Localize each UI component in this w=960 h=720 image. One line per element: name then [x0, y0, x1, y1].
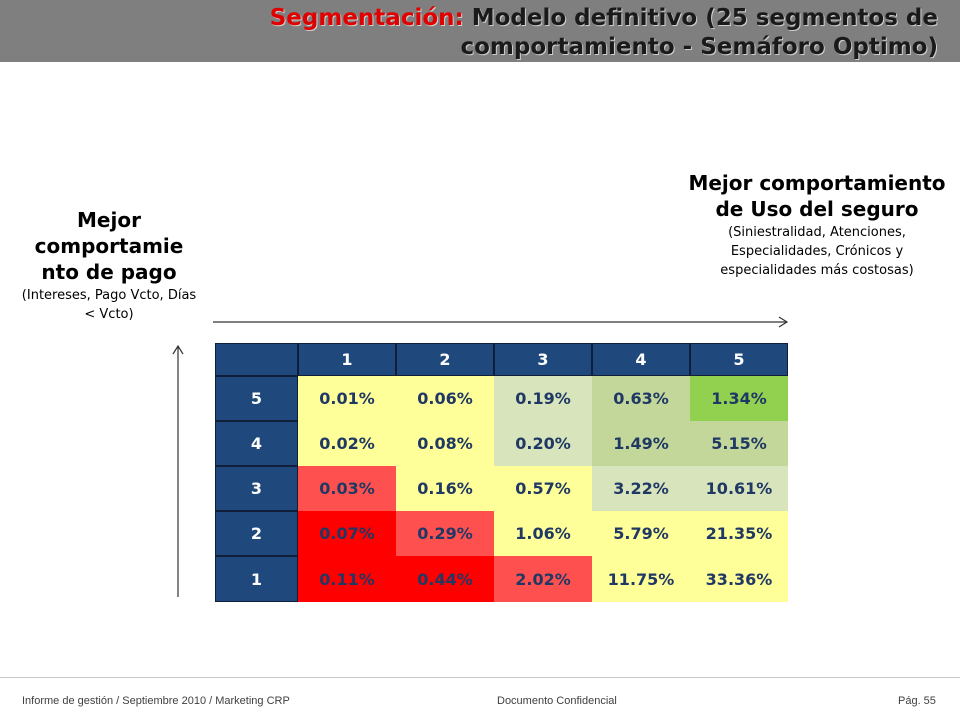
title-bar [0, 0, 960, 62]
heatmap-cell: 0.07% [298, 511, 396, 556]
heatmap-cell: 1.49% [592, 421, 690, 466]
row-header: 3 [215, 466, 298, 511]
heatmap-cell: 0.11% [298, 556, 396, 602]
heatmap-cell: 0.08% [396, 421, 494, 466]
title-text: Modelo definitivo (25 segmentos de compo… [460, 5, 939, 60]
heatmap-cell: 0.57% [494, 466, 592, 511]
heatmap-cell: 1.34% [690, 376, 788, 421]
title-accent: Segmentación: [269, 5, 464, 31]
heatmap-cell: 0.02% [298, 421, 396, 466]
column-header: 5 [690, 343, 788, 376]
row-header: 5 [215, 376, 298, 421]
column-header: 2 [396, 343, 494, 376]
heatmap-cell: 0.06% [396, 376, 494, 421]
heatmap-cell: 5.79% [592, 511, 690, 556]
heatmap-cell: 2.02% [494, 556, 592, 602]
footer-page: Pág. 55 [898, 695, 936, 707]
heatmap-cell: 1.06% [494, 511, 592, 556]
heatmap-cell: 3.22% [592, 466, 690, 511]
heatmap-cell: 5.15% [690, 421, 788, 466]
segmentation-heatmap: 1 2 3 4 5 5 4 3 2 1 0.01% 0.06% 0.19% 0.63% 1.34% 0.02%… [215, 343, 788, 602]
heatmap-cell: 33.36% [690, 556, 788, 602]
column-header: 4 [592, 343, 690, 376]
row-header: 2 [215, 511, 298, 556]
footer-divider [0, 677, 960, 678]
heatmap-cell: 0.20% [494, 421, 592, 466]
heatmap-cell: 0.44% [396, 556, 494, 602]
heatmap-cell: 10.61% [690, 466, 788, 511]
heatmap-cell: 21.35% [690, 511, 788, 556]
row-header: 1 [215, 556, 298, 602]
heatmap-cell: 0.16% [396, 466, 494, 511]
row-header: 4 [215, 421, 298, 466]
column-header: 1 [298, 343, 396, 376]
heatmap-cell: 0.01% [298, 376, 396, 421]
column-header: 3 [494, 343, 592, 376]
heatmap-cell: 0.19% [494, 376, 592, 421]
payment-behavior-detail: (Intereses, Pago Vcto, Días < Vcto) [21, 288, 197, 322]
heatmap-cell: 11.75% [592, 556, 690, 602]
insurance-usage-label: Mejor comportamiento de Uso del seguro (… [688, 170, 946, 280]
horizontal-arrowhead [778, 316, 789, 328]
heatmap-corner [215, 343, 298, 376]
heatmap-cell: 0.03% [298, 466, 396, 511]
payment-behavior-heading: Mejor comportamie nto de pago [34, 208, 184, 284]
insurance-usage-heading: Mejor comportamiento de Uso del seguro [688, 171, 946, 221]
payment-behavior-label: Mejor comportamie nto de pago (Intereses… [18, 207, 200, 324]
heatmap-cell: 0.63% [592, 376, 690, 421]
vertical-arrowhead [172, 344, 184, 355]
footer-report: Informe de gestión / Septiembre 2010 / M… [22, 695, 290, 707]
slide-title: Segmentación: Modelo definitivo (25 segm… [218, 4, 938, 62]
insurance-usage-detail: (Siniestralidad, Atenciones, Especialida… [720, 225, 914, 278]
footer-confidential: Documento Confidencial [497, 695, 617, 707]
heatmap-cell: 0.29% [396, 511, 494, 556]
